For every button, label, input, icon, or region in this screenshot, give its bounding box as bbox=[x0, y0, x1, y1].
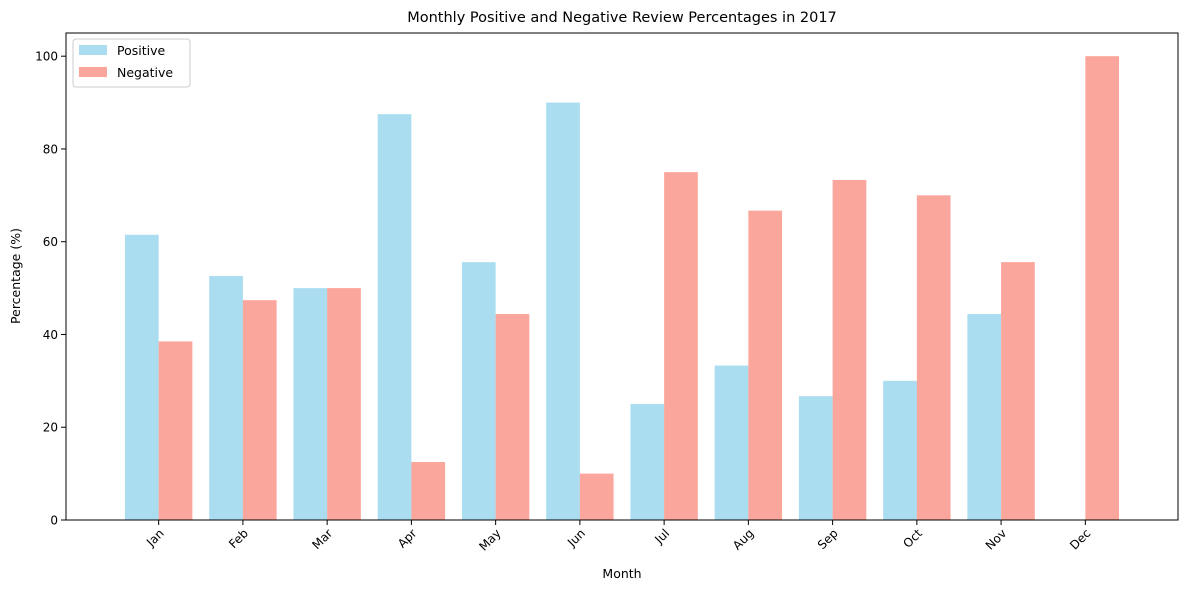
bar-negative-jan bbox=[158, 341, 193, 520]
x-tick-label-aug: Aug bbox=[730, 526, 756, 552]
y-tick-label: 100 bbox=[35, 50, 58, 64]
x-tick-label-sep: Sep bbox=[815, 526, 841, 552]
x-tick-label-dec: Dec bbox=[1067, 526, 1093, 552]
bar-negative-sep bbox=[832, 180, 867, 520]
bar-positive-feb bbox=[209, 276, 243, 520]
y-tick-label: 80 bbox=[43, 142, 58, 156]
bar-positive-jun bbox=[546, 102, 580, 521]
bar-negative-oct bbox=[916, 195, 951, 521]
bar-negative-nov bbox=[1001, 262, 1035, 520]
x-tick-label-jun: Jun bbox=[564, 526, 588, 550]
y-tick-label: 20 bbox=[43, 421, 58, 435]
x-tick-label-feb: Feb bbox=[226, 526, 251, 551]
bar-positive-apr bbox=[377, 114, 412, 521]
chart-title: Monthly Positive and Negative Review Per… bbox=[407, 10, 837, 26]
x-tick-label-may: May bbox=[476, 526, 503, 553]
bar-positive-nov bbox=[967, 314, 1002, 520]
x-axis: Jan Feb Mar Apr May Jun Jul Aug Sep Oct Nov Dec bbox=[143, 520, 1093, 554]
bar-positive-jul bbox=[630, 404, 665, 520]
y-tick-label: 60 bbox=[43, 235, 58, 249]
x-axis-label: Month bbox=[602, 566, 641, 581]
bar-positive-may bbox=[461, 262, 496, 520]
legend-label-negative: Negative bbox=[117, 65, 173, 80]
bar-negative-aug bbox=[748, 210, 783, 521]
bar-positive-jan bbox=[124, 234, 159, 520]
bar-positive-aug bbox=[714, 365, 749, 520]
bar-negative-jul bbox=[664, 172, 698, 520]
x-tick-label-mar: Mar bbox=[309, 526, 335, 552]
legend-label-positive: Positive bbox=[117, 43, 165, 58]
bar-negative-feb bbox=[242, 300, 277, 520]
bar-positive-oct bbox=[883, 380, 917, 520]
bar-positive-sep bbox=[798, 396, 833, 520]
x-tick-label-nov: Nov bbox=[983, 526, 1009, 552]
bar-positive-mar bbox=[293, 288, 328, 520]
x-tick-label-jul: Jul bbox=[651, 526, 672, 547]
legend-swatch-positive bbox=[79, 45, 107, 55]
plot-frame bbox=[65, 32, 1179, 521]
x-tick-label-jan: Jan bbox=[143, 526, 167, 550]
y-axis: 0 20 40 60 80 100 bbox=[35, 50, 66, 528]
x-tick-label-apr: Apr bbox=[395, 526, 420, 551]
y-tick-label: 40 bbox=[43, 328, 58, 342]
y-tick-label: 0 bbox=[50, 514, 58, 528]
legend: Positive Negative bbox=[72, 38, 191, 88]
bar-negative-jun bbox=[579, 473, 614, 520]
bar-negative-apr bbox=[411, 462, 446, 520]
bars-group bbox=[124, 56, 1120, 521]
x-tick-label-oct: Oct bbox=[900, 526, 925, 551]
legend-swatch-negative bbox=[79, 67, 107, 77]
bar-negative-mar bbox=[327, 288, 361, 520]
bar-negative-dec bbox=[1085, 56, 1120, 520]
y-axis-label: Percentage (%) bbox=[8, 228, 23, 324]
bar-negative-may bbox=[495, 314, 530, 520]
